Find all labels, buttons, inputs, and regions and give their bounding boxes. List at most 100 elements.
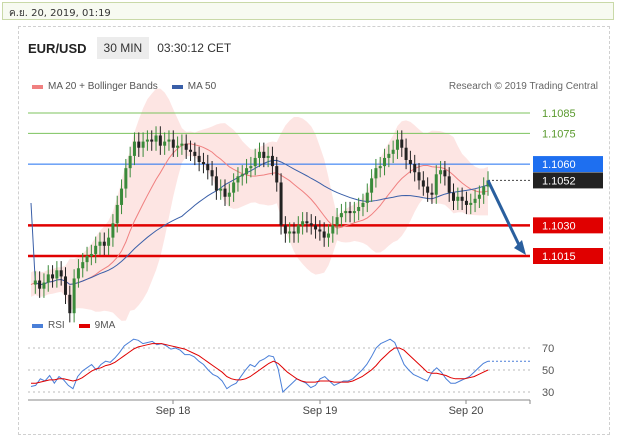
candle-body — [322, 231, 326, 238]
candle-body — [249, 166, 253, 169]
candle-body — [374, 168, 378, 179]
candle-body — [283, 225, 287, 234]
candle-body — [193, 151, 197, 156]
candle-body — [111, 223, 115, 238]
candle-body — [296, 225, 300, 234]
candle-body — [38, 280, 42, 289]
candle-body — [387, 153, 391, 158]
level-label-1.1015: 1.1015 — [542, 251, 576, 263]
x-tick-label: Sep 18 — [156, 405, 191, 417]
candle-body — [158, 135, 162, 146]
chart-legend: MA 20 + Bollinger Bands MA 50 — [32, 81, 216, 92]
rsi-ma-label: 9MA — [94, 320, 116, 331]
legend-label-ma50: MA 50 — [187, 81, 217, 92]
candle-body — [482, 186, 486, 195]
candle-body — [253, 157, 257, 167]
candle-body — [275, 166, 279, 183]
candle-body — [421, 180, 425, 187]
candle-body — [370, 178, 374, 193]
candle-body — [210, 170, 214, 177]
candle-body — [124, 168, 128, 189]
candle-body — [81, 262, 85, 269]
candle-body — [145, 139, 149, 142]
x-tick-label: Sep 20 — [449, 405, 484, 417]
candle-body — [189, 149, 193, 152]
candle-body — [430, 192, 434, 195]
projection-arrow-shaft — [486, 179, 522, 248]
rsi-legend: RSI 9MA — [32, 320, 115, 331]
candle-body — [89, 253, 93, 256]
candle-body — [59, 270, 63, 277]
rsi-label: RSI — [48, 320, 65, 331]
candle-body — [309, 223, 313, 226]
clock-label: 03:30:12 CET — [157, 41, 232, 55]
candle-body — [72, 278, 76, 314]
candle-body — [137, 141, 141, 148]
candle-body — [236, 176, 240, 183]
rsi-tick-70: 70 — [542, 343, 554, 355]
candle-body — [361, 202, 365, 207]
candle-body — [331, 225, 335, 234]
candle-body — [63, 276, 67, 295]
candle-body — [292, 231, 296, 234]
candles — [33, 126, 490, 323]
candle-body — [141, 141, 145, 148]
candle-body — [357, 206, 361, 212]
legend-label-ma20: MA 20 + Bollinger Bands — [48, 81, 158, 92]
candle-body — [76, 268, 80, 279]
candle-body — [214, 176, 218, 191]
rsi-swatch — [32, 323, 43, 328]
candle-body — [197, 155, 201, 163]
candle-body — [206, 164, 210, 171]
candle-body — [339, 213, 343, 218]
candle-body — [262, 151, 266, 158]
candle-body — [266, 155, 270, 158]
candle-body — [167, 139, 171, 142]
candle-body — [184, 143, 188, 150]
candle-body — [163, 141, 167, 146]
rsi-tick-30: 30 — [542, 387, 554, 399]
chart-header: EUR/USD 30 MIN 03:30:12 CET — [28, 36, 231, 60]
candle-body — [391, 149, 395, 154]
candle-body — [279, 182, 283, 226]
candle-body — [460, 196, 464, 201]
candle-body — [456, 196, 460, 201]
rsi-ma-swatch — [78, 323, 90, 328]
candle-body — [400, 139, 404, 148]
candle-body — [51, 274, 55, 279]
candle-body — [245, 168, 249, 175]
level-label-1.1085: 1.1085 — [542, 108, 576, 120]
candle-body — [417, 172, 421, 181]
candle-body — [383, 157, 387, 167]
candle-body — [98, 241, 102, 246]
candle-body — [107, 237, 111, 246]
candle-body — [413, 164, 417, 173]
candle-body — [288, 231, 292, 234]
candle-body — [85, 256, 89, 263]
candle-body — [473, 198, 477, 203]
level-label-1.1052: 1.1052 — [542, 175, 576, 187]
candle-body — [314, 225, 318, 230]
candle-body — [94, 245, 98, 254]
candle-body — [452, 192, 456, 201]
candle-body — [335, 217, 339, 226]
timeframe-button[interactable]: 30 MIN — [96, 37, 150, 59]
candle-body — [270, 155, 274, 167]
x-tick-label: Sep 19 — [303, 405, 338, 417]
chart-panel — [18, 26, 610, 435]
candle-body — [42, 282, 46, 289]
candle-body — [223, 188, 227, 197]
candle-body — [120, 188, 124, 205]
candle-body — [115, 204, 119, 224]
candle-body — [219, 188, 223, 191]
candle-body — [240, 174, 244, 177]
level-label-1.1060: 1.1060 — [542, 159, 576, 171]
candle-body — [176, 145, 180, 148]
level-tag-1.1052 — [533, 172, 603, 189]
candle-body — [132, 141, 136, 156]
candle-body — [154, 135, 158, 142]
candle-body — [171, 139, 175, 148]
candle-body — [365, 192, 369, 203]
candle-body — [348, 211, 352, 214]
rsi-series-0 — [30, 338, 489, 393]
